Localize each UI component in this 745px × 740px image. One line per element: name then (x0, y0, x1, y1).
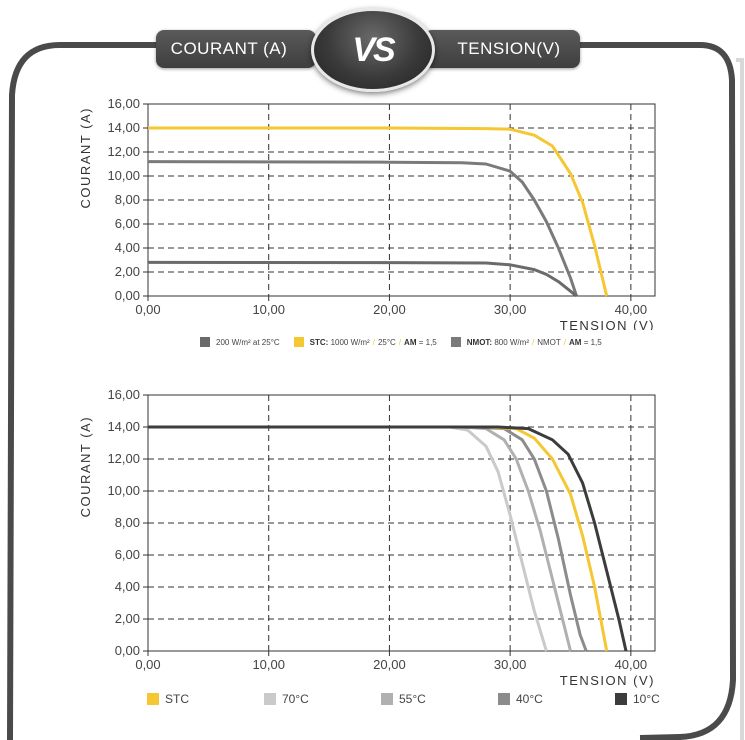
iv-chart-irradiance: 0,00 2,00 4,00 6,00 8,00 10,00 12,00 14,00 16,00… (78, 96, 656, 330)
x-tick-label: 10,00 (252, 302, 285, 317)
x-tick-label: 20,00 (373, 302, 406, 317)
x-tick-label: 30,00 (494, 657, 527, 672)
series-line (148, 425, 628, 652)
y-axis-label: COURANT (A) (78, 107, 93, 208)
y-tick-label: 6,00 (115, 547, 140, 562)
legend-swatch (264, 693, 276, 705)
legend-swatch (147, 693, 159, 705)
legend-item-stc: STC (147, 692, 264, 706)
legend-item-55c: 55°C (381, 692, 498, 706)
x-axis-label: TENSION (V) (560, 673, 655, 688)
legend-swatch (450, 337, 461, 347)
legend-swatch (498, 693, 510, 705)
y-tick-label: 0,00 (115, 288, 140, 303)
x-tick-label: 0,00 (135, 657, 160, 672)
x-tick-label: 40,00 (615, 657, 648, 672)
vs-badge: VS (311, 8, 435, 92)
legend-irradiance: 200 W/m² at 25°C STC: 1000 W/m²/25°C / AM … (200, 337, 602, 347)
legend-temperature: STC 70°C 55°C 40°C 10°C (147, 692, 660, 706)
legend-swatch (200, 337, 210, 347)
x-tick-label: 0,00 (135, 302, 160, 317)
x-tick-label: 40,00 (615, 302, 648, 317)
series-line (148, 425, 548, 652)
y-axis-label: COURANT (A) (78, 416, 93, 517)
x-axis-label: TENSION (V) (560, 318, 655, 330)
legend-swatch (381, 693, 393, 705)
y-tick-label: 6,00 (115, 216, 140, 231)
y-tick-label: 14,00 (107, 419, 140, 434)
legend-label: 1000 W/m² (330, 337, 370, 347)
plot-border (147, 103, 656, 297)
series-line (148, 425, 588, 652)
legend-label: 40°C (516, 692, 543, 706)
y-tick-label: 4,00 (115, 240, 140, 255)
legend-item-stc: STC: 1000 W/m²/25°C / AM = 1,5 (293, 337, 437, 347)
legend-label-bold: NMOT: (466, 337, 493, 347)
y-tick-label: 16,00 (107, 96, 140, 111)
legend-label-bold: STC: (309, 337, 329, 347)
plot-border (147, 394, 656, 652)
legend-label: NMOT (537, 337, 561, 347)
y-tick-label: 16,00 (107, 387, 140, 402)
series-line (148, 425, 609, 652)
series-line (148, 425, 572, 652)
legend-label: = 1,5 (583, 337, 602, 347)
iv-chart-temperature: 0,00 2,00 4,00 6,00 8,00 10,00 12,00 14,00 16,00… (78, 387, 656, 688)
legend-label-bold: AM (569, 337, 582, 347)
header-left-title: COURANT (A) (156, 30, 316, 68)
legend-label-bold: AM (404, 337, 417, 347)
legend-label: STC (165, 692, 189, 706)
y-tick-label: 10,00 (107, 168, 140, 183)
x-tick-label: 10,00 (252, 657, 285, 672)
legend-item-70c: 70°C (264, 692, 381, 706)
y-tick-label: 2,00 (115, 611, 140, 626)
series-line (147, 260, 578, 298)
legend-item-nmot: NMOT: 800 W/m² / NMOT / AM = 1,5 (450, 337, 602, 347)
legend-swatch (615, 693, 627, 705)
legend-item-200: 200 W/m² at 25°C (200, 337, 280, 347)
y-tick-label: 0,00 (115, 643, 140, 658)
y-tick-label: 12,00 (107, 144, 140, 159)
legend-swatch (293, 337, 304, 347)
y-tick-label: 4,00 (115, 579, 140, 594)
legend-label: = 1,5 (418, 337, 437, 347)
legend-item-10c: 10°C (615, 692, 660, 706)
legend-item-40c: 40°C (498, 692, 615, 706)
y-tick-label: 8,00 (115, 192, 140, 207)
y-tick-label: 2,00 (115, 264, 140, 279)
x-tick-label: 30,00 (494, 302, 527, 317)
legend-label: 200 W/m² at 25°C (216, 337, 280, 347)
y-tick-label: 10,00 (107, 483, 140, 498)
y-tick-label: 8,00 (115, 515, 140, 530)
y-tick-label: 14,00 (107, 120, 140, 135)
legend-label: 800 W/m² (494, 337, 529, 347)
legend-label: 25°C (377, 337, 396, 347)
legend-label: 70°C (282, 692, 309, 706)
x-tick-label: 20,00 (373, 657, 406, 672)
series-line (147, 160, 578, 297)
legend-label: 10°C (633, 692, 660, 706)
legend-label: 55°C (399, 692, 426, 706)
y-tick-label: 12,00 (107, 451, 140, 466)
series-line (148, 126, 609, 297)
header-right-title: TENSION(V) (424, 30, 580, 68)
